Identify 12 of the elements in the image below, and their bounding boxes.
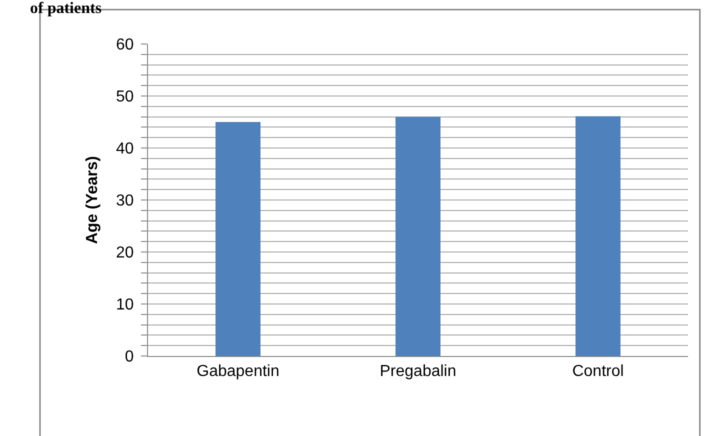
y-tick-label: 50: [116, 88, 134, 106]
y-tick-label: 30: [116, 192, 134, 210]
y-tick-label: 10: [116, 296, 134, 314]
y-tick-label: 20: [116, 244, 134, 262]
x-tick-label: Control: [572, 363, 624, 380]
chart-title: of patients: [30, 0, 102, 18]
x-tick-label: Pregabalin: [380, 363, 456, 380]
y-axis-title: Age (Years): [84, 156, 101, 244]
x-tick-label: Gabapentin: [196, 363, 280, 380]
y-tick-label: 0: [124, 348, 134, 366]
y-tick-label: 60: [116, 36, 134, 54]
y-tick-label: 40: [116, 140, 134, 158]
